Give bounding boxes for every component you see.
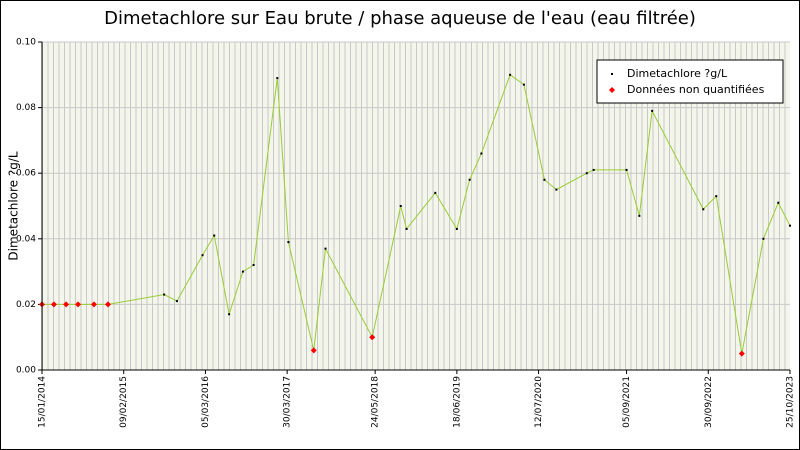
data-point: [75, 301, 82, 308]
data-point: [555, 188, 558, 191]
data-point: [105, 301, 111, 308]
y-tick-label: 0.02: [16, 300, 36, 310]
x-tick-label: 05/09/2021: [622, 376, 632, 428]
data-point: [777, 201, 780, 204]
y-tick-label: 0.08: [16, 103, 36, 113]
data-point: [90, 301, 97, 308]
x-tick-label: 24/05/2018: [371, 376, 381, 428]
data-point: [310, 347, 317, 354]
data-point: [468, 178, 471, 181]
x-tick-label: 18/06/2019: [452, 376, 462, 428]
data-point: [63, 301, 70, 308]
data-point: [592, 168, 595, 171]
data-point: [434, 191, 437, 194]
x-tick-label: 30/09/2022: [704, 376, 714, 428]
x-tick-label: 09/02/2015: [119, 376, 129, 428]
data-point: [399, 205, 402, 207]
data-point: [585, 172, 588, 175]
legend-label: Données non quantifiées: [627, 83, 765, 96]
chart-title: Dimetachlore sur Eau brute / phase aqueu…: [104, 8, 696, 29]
y-tick-label: 0.04: [16, 234, 36, 244]
data-point: [522, 83, 525, 86]
data-point: [324, 247, 327, 250]
data-point: [213, 234, 216, 237]
data-point: [163, 293, 166, 296]
data-point: [738, 350, 745, 357]
y-tick-label: 0.06: [16, 169, 36, 179]
data-point: [480, 152, 483, 155]
data-point: [287, 241, 290, 244]
x-tick-label: 25/10/2023: [786, 376, 796, 428]
data-point: [715, 195, 718, 198]
y-tick-label: 0.10: [16, 38, 36, 48]
legend: Dimetachlore ?g/L Données non quantifiées: [596, 59, 784, 104]
data-point: [638, 214, 641, 217]
data-point: [228, 313, 231, 316]
x-tick-label: 15/01/2014: [38, 376, 48, 428]
data-point: [369, 334, 376, 341]
data-point: [625, 168, 628, 171]
legend-box: [596, 59, 784, 104]
data-point: [509, 73, 512, 76]
legend-label: Dimetachlore ?g/L: [627, 67, 728, 80]
data-point: [789, 224, 791, 227]
data-point: [276, 77, 279, 80]
y-axis-label: Dimetachlore ?g/L: [7, 151, 21, 260]
x-tick-label: 12/07/2020: [534, 376, 544, 428]
data-point: [201, 254, 204, 257]
data-point: [175, 300, 178, 303]
data-point: [252, 264, 255, 267]
data-point: [651, 109, 654, 112]
data-point: [762, 237, 765, 240]
data-point: [543, 178, 546, 181]
data-point: [50, 301, 57, 308]
y-tick-label: 0.00: [16, 366, 36, 376]
data-point: [455, 227, 458, 230]
data-point: [702, 208, 705, 211]
data-point: [241, 270, 244, 273]
legend-symbol: [609, 87, 615, 93]
x-tick-label: 05/03/2016: [201, 376, 211, 428]
legend-symbol: [611, 73, 613, 75]
data-point: [405, 227, 408, 230]
x-tick-label: 30/03/2017: [283, 376, 293, 428]
